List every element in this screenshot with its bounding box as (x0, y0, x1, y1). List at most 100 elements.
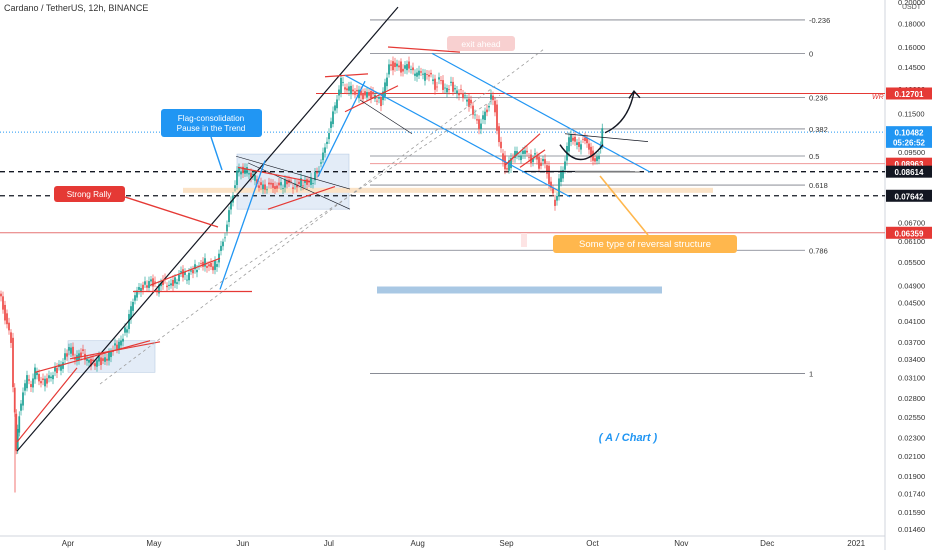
candle-body (84, 353, 86, 360)
candle-body (478, 119, 480, 130)
candle-body (106, 358, 108, 361)
price-label-text: 0.10482 (895, 129, 924, 138)
candle-body (546, 165, 548, 174)
y-tick-label: 0.04100 (898, 317, 925, 326)
candle-body (158, 284, 160, 294)
fib-level-label: 1 (809, 370, 813, 379)
y-tick-label: 0.04500 (898, 298, 925, 307)
candle-body (456, 90, 458, 94)
candle-body (508, 160, 510, 171)
candle-body (66, 353, 68, 357)
candle-body (300, 178, 302, 187)
y-tick-label: 0.06100 (898, 237, 925, 246)
candle-body (586, 137, 588, 144)
y-tick-label: 0.01900 (898, 472, 925, 481)
candle-body (320, 162, 322, 164)
candle-body (436, 86, 438, 88)
candle-body (488, 105, 490, 108)
y-tick-label: 0.03400 (898, 355, 925, 364)
candle-body (324, 147, 326, 153)
candle-body (70, 347, 72, 354)
candle-body (470, 99, 472, 104)
candle-body (490, 94, 492, 100)
candle-body (440, 80, 442, 81)
y-tick-label: 0.06700 (898, 218, 925, 227)
candle-body (426, 74, 428, 75)
y-tick-label: 0.03700 (898, 338, 925, 347)
candle-body (556, 195, 558, 201)
candle-body (274, 186, 276, 190)
trendline-breakout (317, 80, 366, 178)
fib-level-label: 0.382 (809, 125, 828, 134)
candle-body (340, 77, 342, 93)
candle-body (282, 188, 284, 189)
candle-body (422, 73, 424, 75)
candle-body (216, 264, 218, 267)
candle-body (242, 166, 244, 174)
candle-body (438, 77, 440, 80)
trendline-flag (69, 341, 161, 360)
candle-body (246, 167, 248, 174)
candle-body (528, 157, 530, 159)
candle-body (338, 89, 340, 96)
candle-body (80, 352, 82, 357)
candle-body (582, 138, 584, 140)
strong-rally-box (54, 186, 125, 202)
price-label-text: 05:26:52 (893, 138, 926, 147)
candle-body (568, 137, 570, 152)
candle-body (162, 280, 164, 285)
candle-body (496, 104, 498, 131)
candle-body (532, 158, 534, 163)
candle-body (548, 165, 550, 184)
candle-body (20, 403, 22, 411)
flag-callout-pointer (210, 136, 223, 171)
candle-body (60, 364, 62, 371)
candle-body (140, 287, 142, 293)
candle-body (254, 175, 256, 181)
candle-body (492, 95, 494, 101)
candle-body (386, 77, 388, 87)
price-label-text: 0.06359 (895, 229, 924, 238)
candle-body (346, 88, 348, 91)
candle-body (188, 272, 190, 281)
candle-body (302, 185, 304, 187)
candle-body (178, 274, 180, 282)
fib-level-label: -0.382 (809, 0, 830, 2)
candle-body (334, 105, 336, 111)
candle-body (394, 62, 396, 68)
candle-body (356, 89, 358, 92)
candle-body (540, 162, 542, 166)
candle-body (116, 344, 118, 350)
candle-body (530, 154, 532, 164)
candle-body (472, 105, 474, 115)
trendline-flag-top (235, 155, 351, 190)
candle-body (352, 89, 354, 92)
trendline-descending (431, 52, 651, 173)
candle-body (458, 93, 460, 96)
candle-body (368, 92, 370, 96)
candle-body (222, 241, 224, 247)
price-label-text: 0.07642 (895, 192, 924, 201)
candle-body (52, 375, 54, 380)
candle-body (200, 263, 202, 264)
candle-body (292, 187, 294, 189)
candle-body (284, 179, 286, 188)
candle-body (558, 178, 560, 196)
projection-arrow (604, 91, 635, 134)
support-zone-band (183, 187, 713, 193)
candle-body (182, 269, 184, 278)
candle-body (570, 134, 572, 142)
candle-body (432, 79, 434, 81)
candle-body (250, 172, 252, 178)
candle-body (174, 277, 176, 284)
candle-body (322, 152, 324, 161)
candle-body (144, 281, 146, 285)
trendline-dashed (99, 47, 546, 385)
candle-body (236, 170, 238, 186)
candle-body (408, 61, 410, 69)
trendline-descending (344, 74, 571, 198)
candle-body (410, 69, 412, 70)
candle-body (350, 85, 352, 95)
candle-body (594, 158, 596, 162)
